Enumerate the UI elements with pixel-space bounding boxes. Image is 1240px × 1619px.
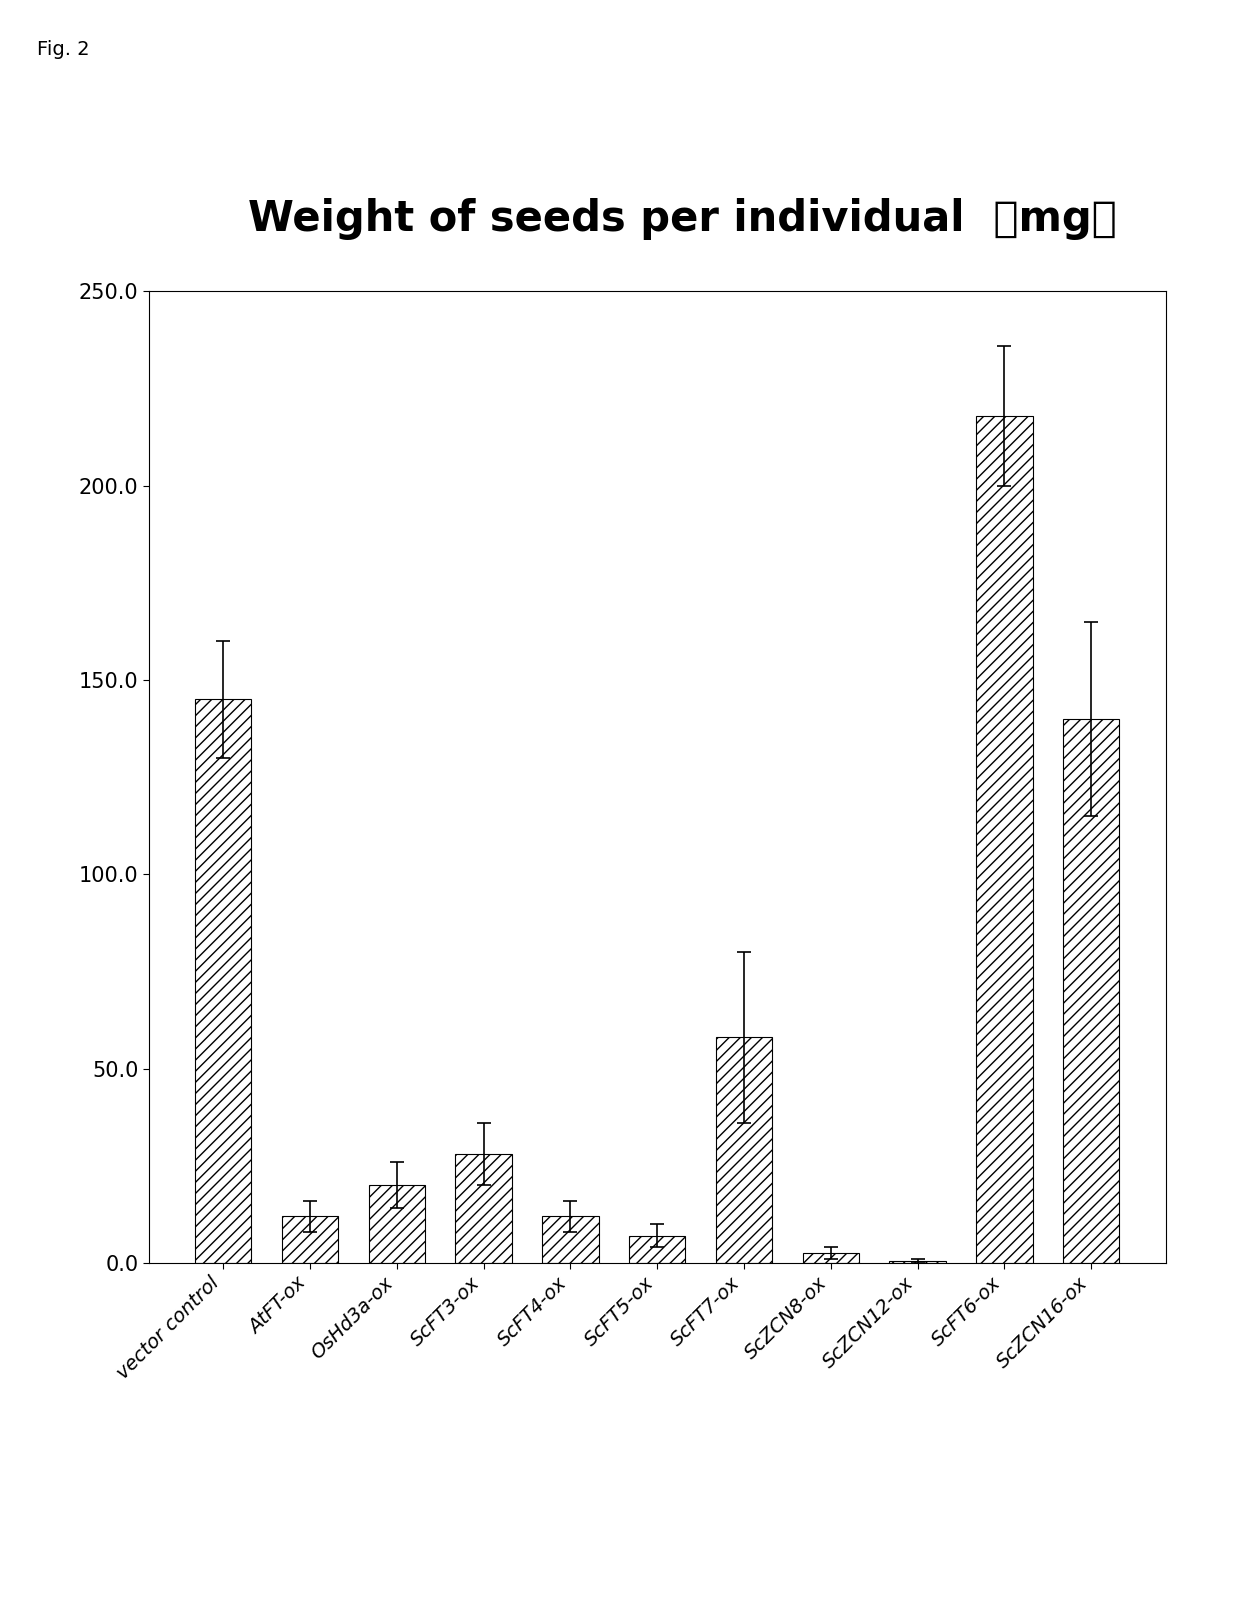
Bar (195, 699, 252, 1263)
Bar (368, 1185, 425, 1263)
Bar (802, 1253, 859, 1263)
Text: Weight of seeds per individual  （mg）: Weight of seeds per individual （mg） (248, 198, 1116, 240)
Bar (715, 1038, 773, 1263)
Text: Fig. 2: Fig. 2 (37, 40, 89, 60)
Bar (976, 416, 1033, 1263)
Bar (1063, 719, 1120, 1263)
Bar (889, 1261, 946, 1263)
Bar (455, 1154, 512, 1263)
Bar (281, 1216, 339, 1263)
Bar (629, 1235, 686, 1263)
Bar (542, 1216, 599, 1263)
